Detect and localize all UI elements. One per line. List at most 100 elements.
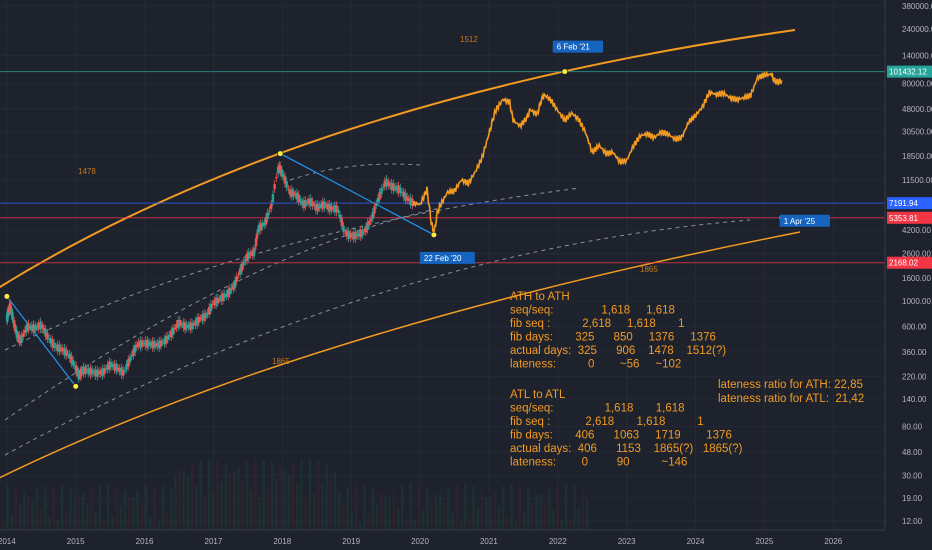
candle-body [128,357,132,362]
candle-body [371,211,374,219]
volume-bar [136,490,139,530]
volume-bar [44,485,47,530]
note-atl-line: seq/seq: 1,618 1,618 [510,403,685,415]
volume-bar [417,485,421,530]
candle-body [180,323,183,325]
candle-body [71,360,75,366]
candle-body [154,343,158,346]
volume-bar [165,511,169,530]
candle-body [235,276,238,283]
volume-bar [480,490,484,530]
candle-body [381,187,385,189]
volume-bar [350,513,354,530]
volume-bar [409,484,412,530]
volume-bar [581,489,585,530]
note-atl-line: lateness: 0 90 ~146 [510,457,687,469]
candle-body [135,344,139,348]
candle-body [275,177,278,179]
horizontal-lines [0,71,885,264]
candle-body [108,361,111,370]
candle-body [189,322,192,330]
candle-body [354,231,357,240]
candle-body [300,201,304,205]
y-tick-label: 80.00 [902,423,923,432]
candle-body [37,322,40,330]
candle-body [175,323,178,329]
candle-body [357,232,361,237]
volume-bar [203,495,207,530]
volume-bar [237,466,240,530]
candle-body [35,326,39,328]
candle-body [380,188,383,195]
trend-lines [6,153,435,387]
volume-bar [539,494,543,530]
candle-body [130,354,133,357]
candle-body [109,362,113,368]
candle-body [245,253,249,262]
candle-body [232,284,235,290]
candle-body [214,297,218,306]
candle-body [361,229,364,236]
candle-body [263,222,266,226]
trend-line [6,296,77,387]
candle-body [28,326,32,328]
volume-bar [220,482,223,530]
candle-body [80,369,83,376]
volume-bar [380,491,383,530]
candle-body [288,189,292,196]
pivot-dot [72,383,79,390]
volume-bar [422,510,425,530]
price-label-box [887,256,932,269]
volume-bar [224,465,228,530]
y-tick-label: 48000.00 [902,105,932,114]
volume-bar [317,460,320,530]
candle-body [120,367,123,376]
candle-body [364,226,368,233]
candle-body [330,205,333,211]
candle-body [342,225,345,232]
candle-body [87,368,90,374]
volume-bar [258,497,261,530]
volume-bar [468,515,471,530]
price-label: 2168.02 [889,259,918,268]
candle-body [254,238,258,246]
candle-body [23,329,27,333]
candle-body [292,191,295,197]
volume-bar [191,463,194,530]
volume-bar [241,480,244,530]
candle-body [187,325,190,328]
note-ath-line: actual days: 325 906 1478 1512(?) [510,345,726,357]
candle-body [255,233,259,239]
volume-bar [69,488,72,530]
candle-body [347,230,350,239]
candle-body [311,201,314,207]
candle-body [178,320,182,327]
candle-body [46,332,49,340]
candle-body [264,216,268,225]
volume-bar [464,484,467,530]
candle-body [314,203,318,211]
pivot-dot [3,293,10,300]
volume-bar [140,506,144,530]
candle-body [202,312,206,321]
candle-body [395,186,399,191]
candle-body [39,321,42,330]
candle-body [216,297,220,304]
candle-body [366,222,369,230]
candle-body [282,173,285,178]
y-axis[interactable]: 380000.00 240000.00 140000.00 80000.00 48000… [884,0,932,550]
candle-body [323,201,326,209]
note-atl-line: fib seq : 2,618 1,618 1 [510,416,704,428]
candle-body [106,364,109,371]
candle-body [185,324,189,329]
x-axis[interactable]: 2014 2015 2016 2017 2018 2019 2020 2021 2022 2023… [0,529,885,546]
candle-body [244,258,247,262]
date-badge [419,251,475,264]
volume-bar [472,486,475,530]
candle-body [163,338,166,345]
volume-bar [291,464,295,530]
candle-body [383,180,387,187]
